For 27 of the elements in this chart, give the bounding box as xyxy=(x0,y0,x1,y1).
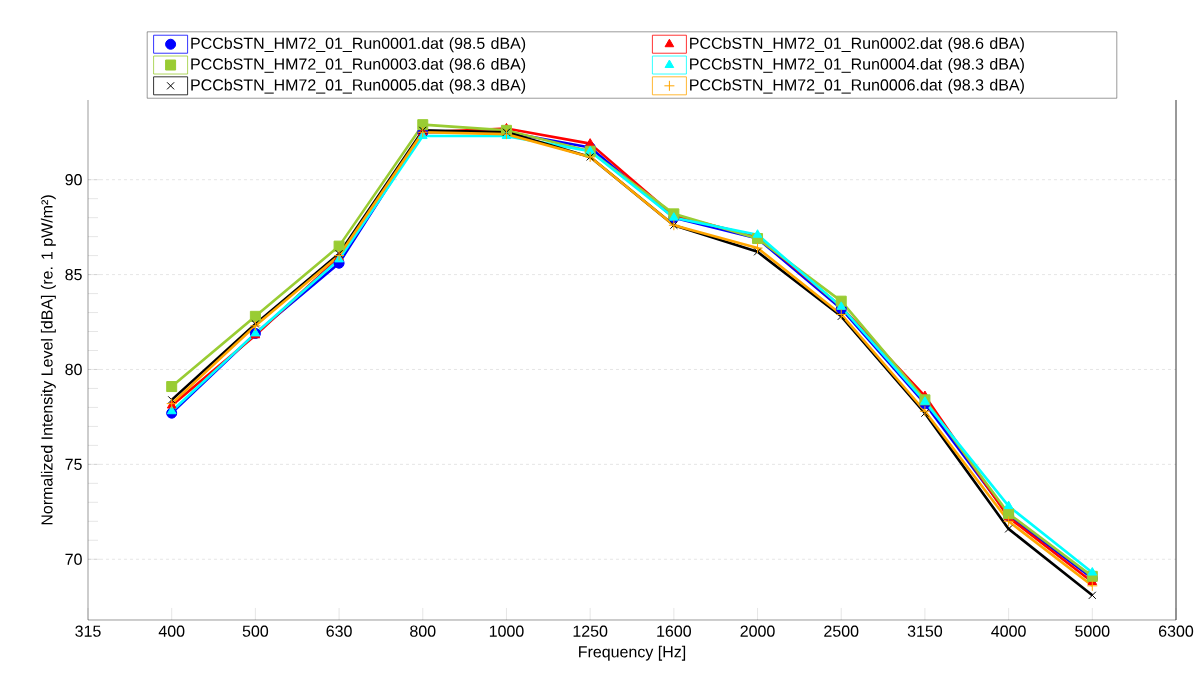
legend-label: PCCbSTN_HM72_01_Run0003.dat (98.6 dBA) xyxy=(191,58,526,73)
legend-label: PCCbSTN_HM72_01_Run0005.dat (98.3 dBA) xyxy=(191,78,526,94)
x-tick-label: 5000 xyxy=(1075,625,1110,637)
x-tick-label: 630 xyxy=(326,625,352,637)
y-tick-label: 75 xyxy=(65,458,82,470)
x-tick-label: 4000 xyxy=(991,625,1026,637)
y-tick-label: 80 xyxy=(65,363,82,376)
x-tick-label: 800 xyxy=(410,625,436,637)
y-tick-label: 85 xyxy=(65,268,82,281)
legend-label: PCCbSTN_HM72_01_Run0006.dat (98.3 dBA) xyxy=(690,78,1024,94)
x-tick-label: 2500 xyxy=(824,625,859,637)
y-axis-title: Normalized Intensity Level [dBA] (re. 1 pW/m²) xyxy=(40,195,56,525)
x-tick-label: 1250 xyxy=(573,625,608,637)
x-axis-title: Frequency [Hz] xyxy=(579,645,686,661)
legend-label: PCCbSTN_HM72_01_Run0002.dat (98.6 dBA) xyxy=(690,37,1024,53)
x-tick-label: 400 xyxy=(158,625,185,637)
x-tick-label: 500 xyxy=(242,625,269,637)
legend-label: PCCbSTN_HM72_01_Run0001.dat (98.5 dBA) xyxy=(191,37,526,53)
x-tick-label: 315 xyxy=(75,625,101,637)
legend-label: PCCbSTN_HM72_01_Run0004.dat (98.3 dBA) xyxy=(690,58,1024,73)
x-tick-label: 1000 xyxy=(489,625,524,637)
y-tick-label: 90 xyxy=(65,174,82,186)
x-tick-label: 2000 xyxy=(740,625,775,637)
x-tick-label: 6300 xyxy=(1159,625,1194,637)
y-tick-label: 70 xyxy=(65,553,82,565)
x-tick-label: 1600 xyxy=(657,625,691,637)
x-tick-label: 3150 xyxy=(907,625,943,637)
